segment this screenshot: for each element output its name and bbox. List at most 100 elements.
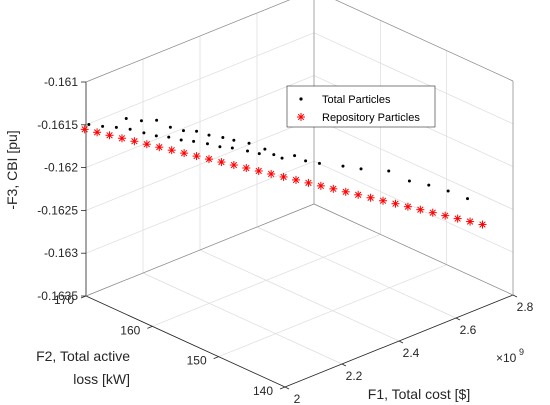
z-tick-label-5: -0.161 [44, 75, 78, 89]
z-tick-label-1: -0.163 [44, 246, 78, 260]
repository-point-27 [416, 205, 425, 214]
total-point-1 [101, 124, 105, 128]
total-point-26 [280, 156, 284, 160]
y-tick-mark-1 [213, 356, 219, 360]
total-point-36 [466, 197, 469, 201]
x-tick-mark-1 [341, 363, 347, 367]
total-point-24 [263, 147, 267, 151]
total-point-33 [407, 179, 411, 183]
total-point-14 [195, 129, 199, 133]
total-point-35 [446, 189, 450, 193]
grid-z-back-2 [85, 118, 315, 211]
x-tick-mark-4 [512, 294, 518, 298]
grid-z-side-1 [313, 160, 514, 253]
grid-z-back-1 [85, 160, 315, 254]
total-point-5 [142, 131, 146, 135]
frame-edge-floor-back [85, 203, 315, 297]
legend-label-total-particles: Total Particles [322, 94, 391, 106]
y-tick-mark-2 [147, 325, 153, 329]
repository-point-32 [478, 220, 487, 229]
y-tick-mark-0 [279, 386, 286, 390]
series-total-particles [87, 117, 469, 201]
repository-point-23 [366, 193, 375, 202]
total-point-12 [181, 129, 185, 133]
repository-point-13 [242, 164, 251, 173]
grid-z-side-2 [313, 118, 514, 210]
total-point-4 [124, 117, 128, 121]
grid-x-floor-1 [142, 272, 343, 365]
total-point-19 [230, 146, 234, 150]
x-tick-label-4: 2.8 [517, 300, 534, 314]
repository-point-2 [105, 131, 114, 140]
total-point-10 [168, 125, 172, 129]
frame-edge-top-back [85, 0, 291, 83]
total-point-18 [221, 136, 225, 140]
z-tick-label-4: -0.1615 [37, 118, 78, 132]
repository-point-7 [167, 146, 176, 155]
repository-point-6 [155, 143, 164, 152]
total-point-13 [192, 139, 196, 143]
repository-point-4 [130, 137, 139, 146]
total-point-25 [272, 153, 276, 157]
repository-point-15 [267, 169, 276, 178]
total-point-3 [128, 127, 132, 131]
series-repository-particles [80, 125, 487, 229]
y-tick-label-0: 140 [253, 384, 273, 398]
x-tick-label-1: 2.2 [346, 369, 363, 383]
total-point-7 [154, 134, 158, 138]
total-point-15 [205, 142, 209, 146]
x-axis-label: F1, Total cost [$] [368, 386, 470, 402]
total-point-20 [232, 138, 236, 142]
x-tick-mark-0 [284, 386, 290, 390]
total-point-32 [387, 169, 391, 173]
total-point-29 [317, 161, 321, 165]
grid-z-side-4 [313, 32, 514, 125]
total-point-8 [155, 118, 159, 122]
x-tick-label-0: 2 [294, 392, 301, 405]
total-point-2 [114, 125, 118, 129]
repository-point-16 [279, 172, 288, 181]
x-axis-exponent-base: ×10 [496, 351, 517, 365]
total-point-21 [246, 149, 250, 153]
y-axis-label-line1: F2, Total active [36, 348, 130, 364]
grid-z-back-3 [85, 75, 315, 168]
y-tick-label-3: 170 [54, 293, 74, 307]
x-tick-mark-3 [455, 317, 461, 321]
y-tick-label-2: 160 [120, 323, 140, 337]
total-point-30 [341, 164, 345, 168]
grid-y-floor-1 [218, 264, 447, 357]
repository-point-29 [441, 211, 450, 220]
frame-edge-top-right [335, 0, 514, 82]
frame-edge-floor-right [313, 203, 514, 296]
legend-marker-total-particles [299, 97, 303, 101]
grid-x-floor-3 [256, 226, 457, 319]
total-point-6 [139, 119, 143, 123]
side-wall-pane [314, 0, 513, 295]
grid-x-floor-2 [199, 249, 400, 342]
total-point-11 [179, 138, 183, 142]
repository-point-28 [428, 208, 437, 217]
repository-point-24 [379, 196, 388, 205]
total-point-31 [359, 167, 363, 171]
total-point-17 [218, 145, 222, 149]
tick-labels: 2 2.2 2.4 2.6 2.8 140 150 160 170-0.1635 -0.163 -0… [37, 75, 533, 405]
repository-point-12 [229, 161, 238, 170]
total-point-0 [87, 123, 91, 127]
z-tick-label-3: -0.162 [44, 161, 78, 175]
repository-point-5 [142, 140, 151, 149]
repository-point-3 [117, 134, 126, 143]
z-axis-label: -F3, CBI [pu] [4, 130, 20, 209]
repository-point-1 [93, 128, 102, 137]
total-point-16 [207, 133, 211, 137]
repository-point-31 [466, 217, 475, 226]
total-point-22 [247, 141, 251, 145]
legend-box [286, 85, 436, 128]
total-point-9 [167, 135, 171, 139]
repository-point-17 [292, 175, 301, 184]
repository-point-14 [254, 166, 263, 175]
total-point-23 [257, 152, 261, 156]
repository-point-19 [316, 181, 325, 190]
grid-z-back-4 [85, 32, 315, 126]
repository-point-10 [204, 155, 213, 164]
